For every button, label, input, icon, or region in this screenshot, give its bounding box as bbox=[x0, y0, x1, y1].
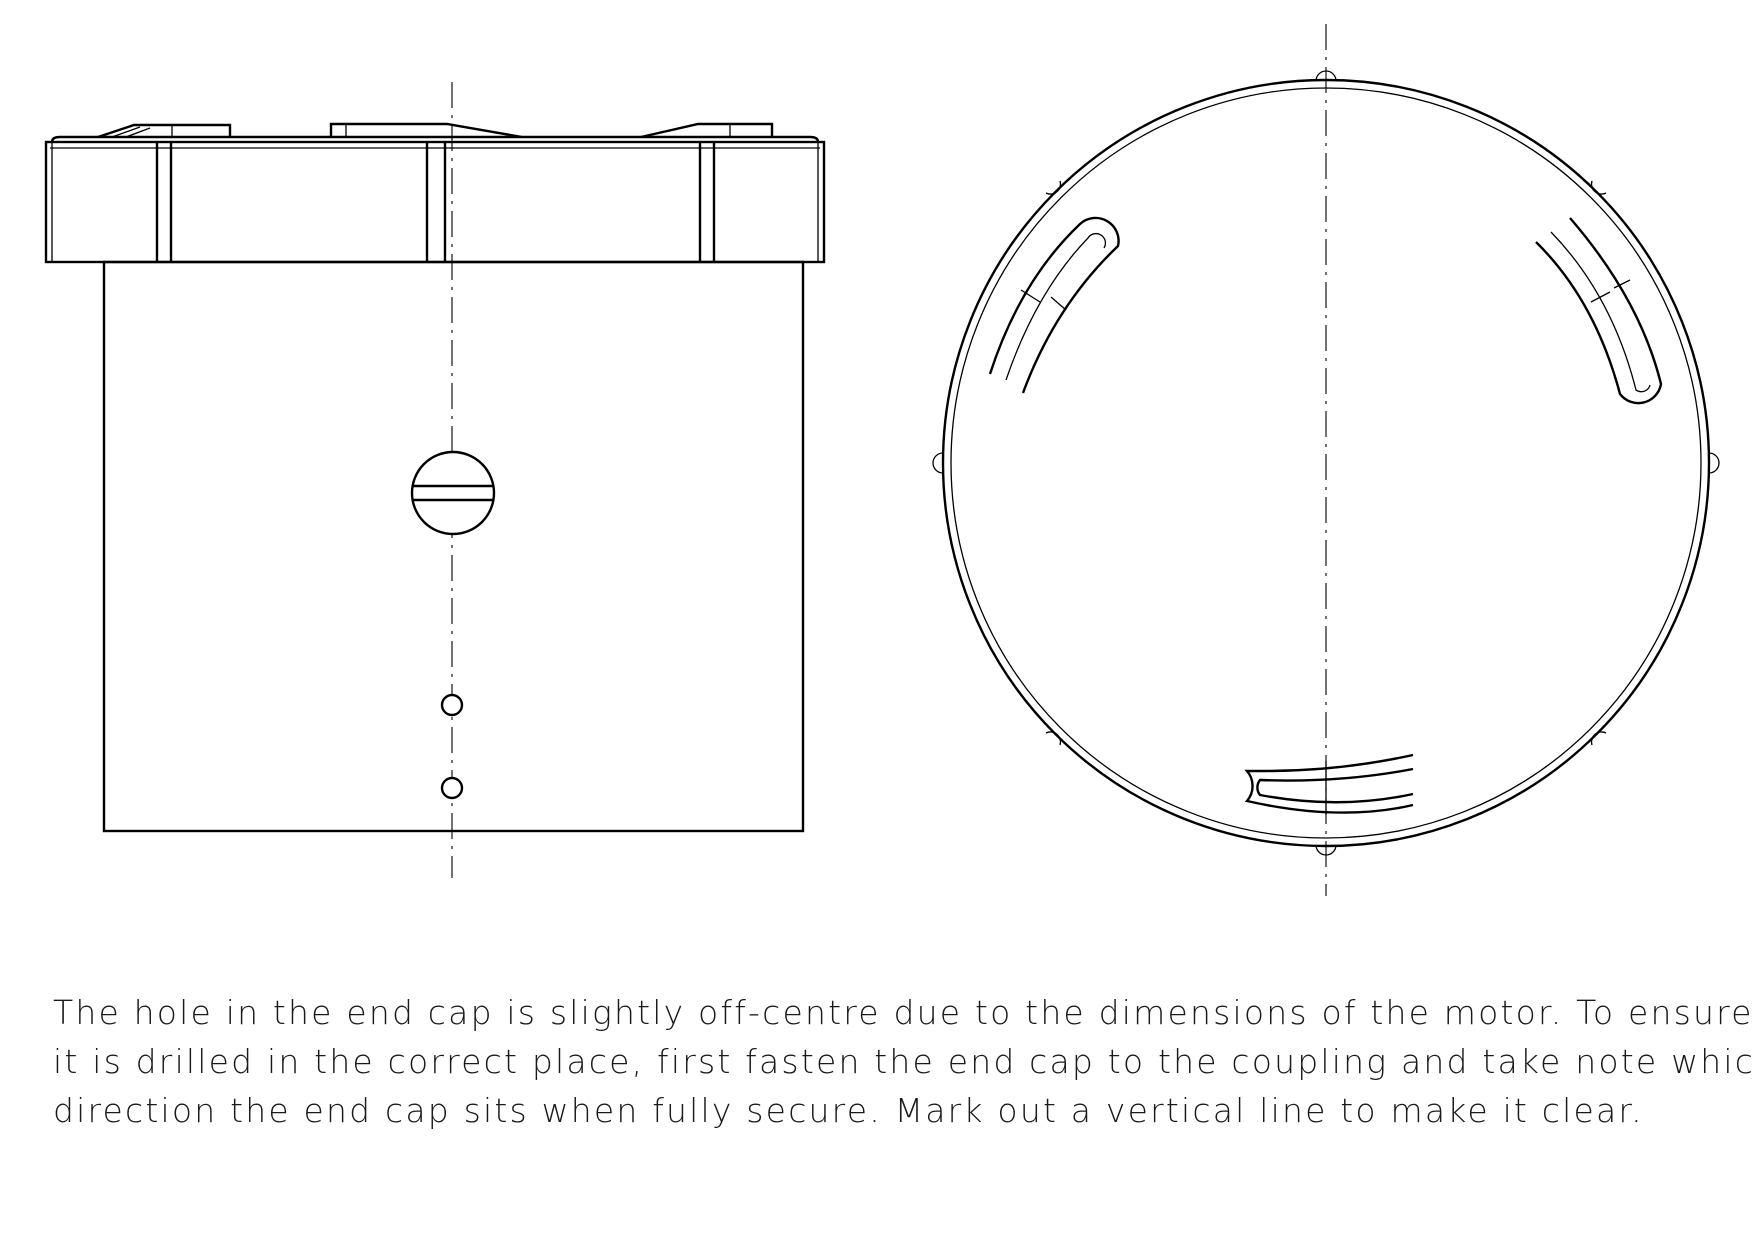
band-slot-right bbox=[698, 142, 716, 262]
right-lug bbox=[640, 122, 774, 139]
technical-drawing bbox=[44, 24, 1720, 896]
left-lug-detail-1 bbox=[111, 126, 141, 138]
end-cap-top-edge bbox=[50, 135, 820, 143]
top-view bbox=[932, 24, 1720, 896]
instruction-line-2: it is drilled in the correct place, firs… bbox=[53, 1042, 1754, 1081]
small-hole-upper bbox=[440, 693, 464, 717]
bayonet-slot-upper-right bbox=[1535, 217, 1663, 405]
instruction-line-3: direction the end cap sits when fully se… bbox=[53, 1091, 1644, 1130]
coupling-body bbox=[102, 260, 805, 833]
side-view bbox=[44, 82, 826, 878]
left-lug-detail-2 bbox=[125, 127, 151, 138]
band-slot-left bbox=[155, 142, 173, 262]
left-lug bbox=[97, 123, 232, 139]
end-cap-band bbox=[44, 140, 826, 264]
slotted-screw bbox=[410, 450, 496, 536]
instruction-text: The hole in the end cap is slightly off-… bbox=[53, 988, 1754, 1135]
bayonet-slot-bottom bbox=[1244, 753, 1414, 815]
center-lug-ramp bbox=[446, 123, 523, 138]
band-slot-center bbox=[425, 142, 447, 262]
instruction-line-1: The hole in the end cap is slightly off-… bbox=[53, 993, 1754, 1032]
center-lug bbox=[329, 122, 523, 139]
small-hole-lower bbox=[440, 776, 464, 800]
bayonet-slot-upper-left bbox=[988, 216, 1120, 394]
rim-bumps bbox=[932, 70, 1720, 856]
